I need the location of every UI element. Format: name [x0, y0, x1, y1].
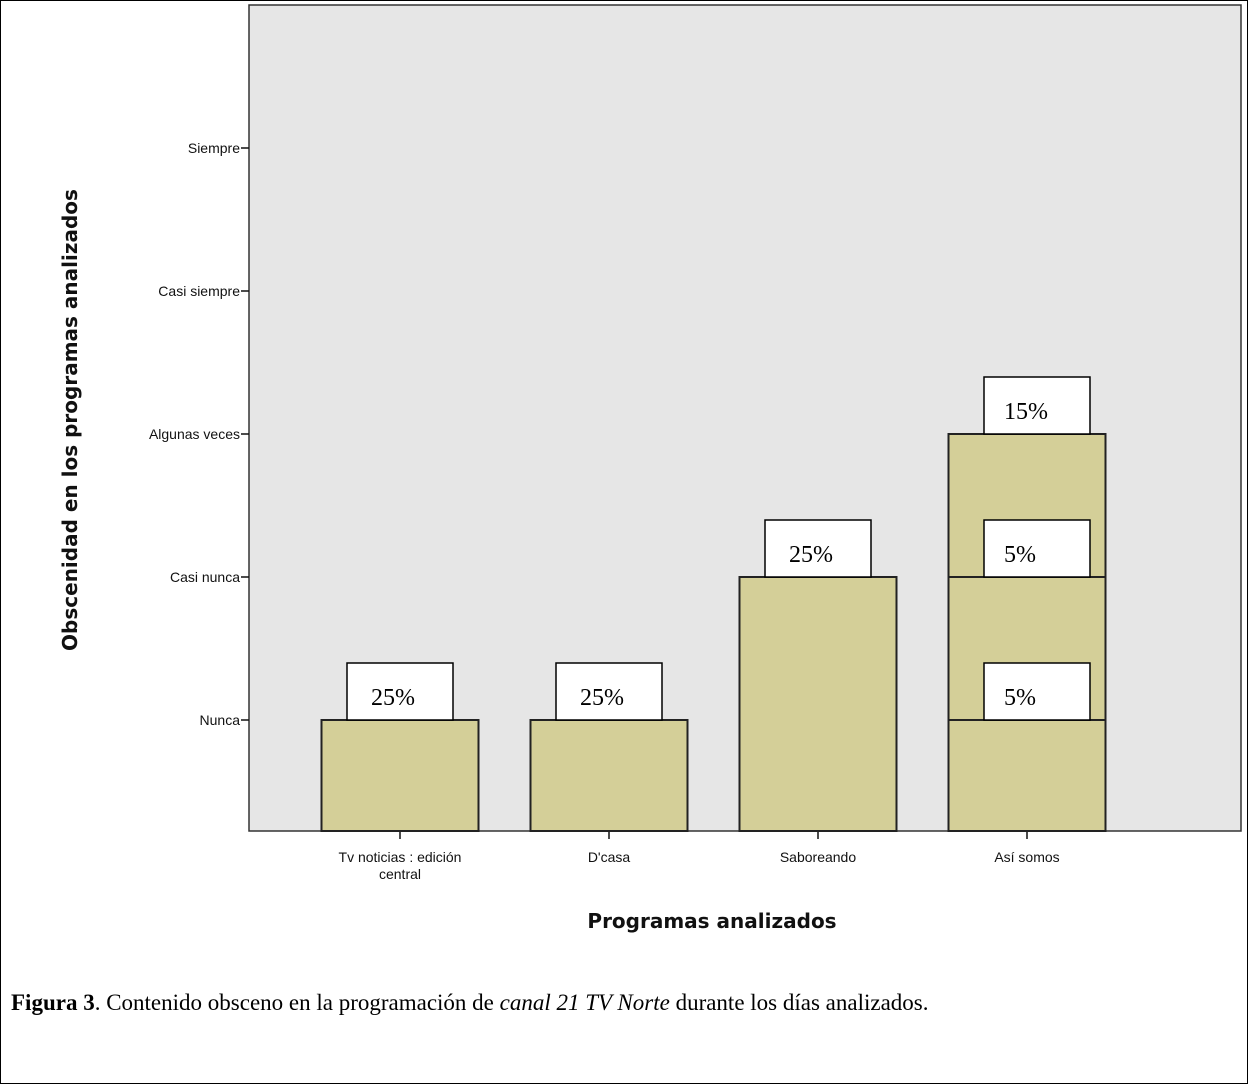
- data-label: 25%: [371, 685, 415, 711]
- data-label: 25%: [580, 685, 624, 711]
- bar-segment: [320, 719, 480, 832]
- x-tick-label-line: D'casa: [588, 849, 631, 865]
- data-label: 5%: [1004, 542, 1036, 568]
- y-tick-label: Algunas veces: [149, 426, 240, 442]
- y-tick-label: Casi nunca: [170, 569, 240, 585]
- x-tick-label: Tv noticias : edición central: [339, 849, 462, 882]
- caption-text-before: . Contenido obsceno en la programación d…: [94, 990, 500, 1015]
- x-axis: Tv noticias : edición central D'casa Sabore…: [339, 831, 1060, 882]
- y-axis-title: Obscenidad en los programas analizados: [58, 189, 82, 651]
- x-tick-label-line: Tv noticias : edición: [339, 849, 462, 865]
- data-label: 5%: [1004, 685, 1036, 711]
- y-tick-label: Nunca: [200, 712, 241, 728]
- y-tick-label: Siempre: [188, 140, 240, 156]
- x-tick-label-line: Así somos: [994, 849, 1059, 865]
- y-tick-label: Casi siempre: [158, 283, 240, 299]
- bar-segment: [947, 719, 1107, 832]
- x-tick-label: D'casa: [588, 849, 631, 865]
- data-label-box: [983, 662, 1091, 721]
- x-tick-label: Así somos: [994, 849, 1059, 865]
- x-tick-label-line: Saboreando: [780, 849, 857, 865]
- caption-text-after: durante los días analizados.: [669, 990, 929, 1015]
- bar-chart: Nunca Casi nunca Algunas veces Casi siempre…: [58, 4, 1242, 933]
- data-label-box: [764, 519, 872, 578]
- data-label: 25%: [789, 542, 833, 568]
- figure-caption: Figura 3. Contenido obsceno en la progra…: [11, 986, 1231, 1020]
- caption-channel-name: canal 21 TV Norte: [499, 990, 670, 1015]
- data-label-box: [346, 662, 454, 721]
- data-labels: 25% 25% 25% 5% 5% 15%: [346, 376, 1091, 721]
- data-label-box: [983, 519, 1091, 578]
- x-axis-title: Programas analizados: [587, 909, 836, 933]
- figure-label: Figura 3: [11, 990, 95, 1015]
- bar-segment: [529, 719, 689, 832]
- data-label: 15%: [1004, 399, 1048, 425]
- bar-segment: [738, 576, 898, 832]
- data-label-box: [555, 662, 663, 721]
- x-tick-label-line: central: [379, 866, 421, 882]
- data-label-box: [983, 376, 1091, 435]
- y-axis: Nunca Casi nunca Algunas veces Casi siempre…: [149, 140, 249, 728]
- x-tick-label: Saboreando: [780, 849, 857, 865]
